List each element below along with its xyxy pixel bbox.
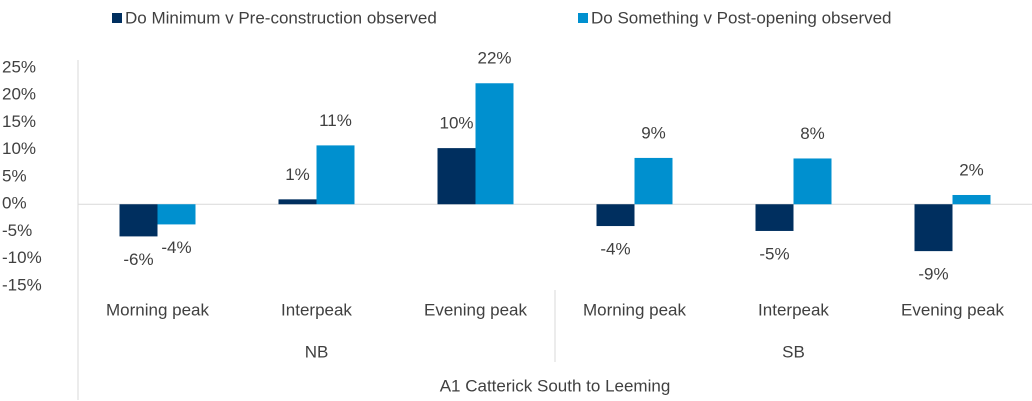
data-label: 1% <box>285 165 310 184</box>
x-tick-label: Evening peak <box>424 300 528 319</box>
data-label: 9% <box>641 123 666 142</box>
bar <box>596 204 635 227</box>
bar <box>952 194 991 205</box>
x-tick-label: Evening peak <box>901 300 1005 319</box>
y-tick-label: 5% <box>2 166 27 185</box>
y-tick-label: -10% <box>2 248 42 267</box>
data-label: 2% <box>959 160 984 179</box>
bar <box>157 204 196 225</box>
group-label: NB <box>305 342 329 361</box>
bar <box>437 148 476 205</box>
x-tick-label: Morning peak <box>106 300 210 319</box>
legend-label: Do Minimum v Pre-construction observed <box>125 8 437 27</box>
bar <box>475 83 514 205</box>
data-label: -4% <box>600 240 630 259</box>
y-tick-label: 15% <box>2 112 36 131</box>
bar <box>793 158 832 205</box>
supercategory-label: A1 Catterick South to Leeming <box>440 376 671 395</box>
bar <box>119 204 158 237</box>
data-label: -6% <box>123 250 153 269</box>
bar <box>634 157 673 205</box>
x-tick-label: Interpeak <box>758 300 829 319</box>
bar <box>278 199 317 205</box>
x-tick-label: Morning peak <box>583 300 687 319</box>
bar <box>755 204 794 231</box>
data-label: 8% <box>800 124 825 143</box>
legend-swatch <box>578 13 588 23</box>
y-tick-label: 0% <box>2 194 27 213</box>
group-label: SB <box>782 342 805 361</box>
data-label: -5% <box>759 244 789 263</box>
y-tick-label: 20% <box>2 85 36 104</box>
data-label: -4% <box>161 238 191 257</box>
y-tick-label: -15% <box>2 275 42 294</box>
data-label: 10% <box>439 114 473 133</box>
data-label: 11% <box>319 111 352 130</box>
y-tick-label: -5% <box>2 221 32 240</box>
data-label: 22% <box>477 49 511 68</box>
bar <box>914 204 953 252</box>
legend-label: Do Something v Post-opening observed <box>591 8 892 27</box>
y-tick-label: 25% <box>2 57 36 76</box>
x-tick-label: Interpeak <box>281 300 352 319</box>
data-label: -9% <box>918 265 948 284</box>
y-tick-label: 10% <box>2 139 36 158</box>
legend-swatch <box>112 13 122 23</box>
bar <box>316 145 355 205</box>
